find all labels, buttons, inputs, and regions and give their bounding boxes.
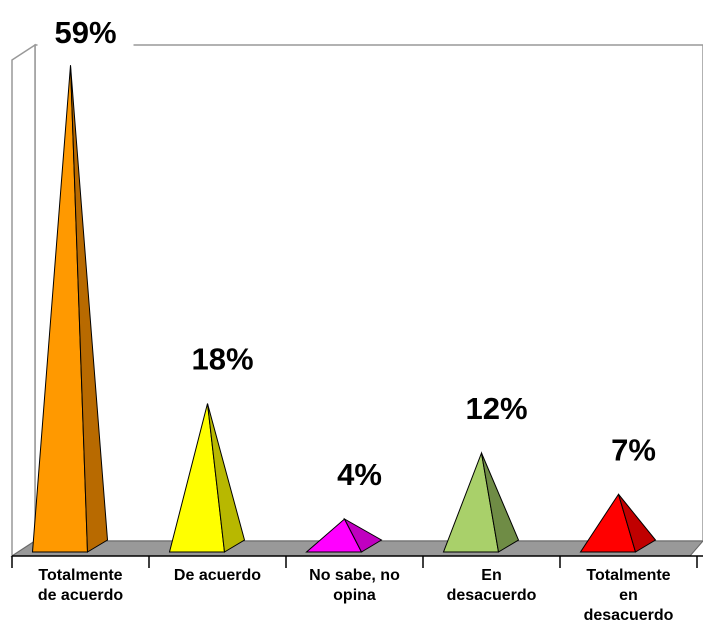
value-label: 7%	[611, 432, 656, 467]
value-label: 12%	[465, 391, 527, 426]
x-tick-label: Totalmente de acuerdo	[37, 567, 124, 604]
x-tick-label: Totalmente en desacuerdo	[583, 567, 674, 624]
pyramid-side	[207, 403, 246, 553]
pyramid-side	[618, 493, 657, 553]
x-tick-label: De acuerdo	[173, 567, 262, 584]
pyramid-side	[343, 517, 383, 553]
value-label: 4%	[337, 457, 382, 492]
pyramid-side	[70, 65, 109, 553]
label-background	[37, 15, 134, 55]
pyramid-side	[481, 452, 520, 553]
side-wall	[11, 43, 36, 558]
x-tick-label: En desacuerdo	[446, 567, 537, 604]
x-tick-label: No sabe, no opina	[309, 567, 400, 604]
value-label: 59%	[54, 15, 116, 50]
value-label: 18%	[191, 342, 253, 377]
